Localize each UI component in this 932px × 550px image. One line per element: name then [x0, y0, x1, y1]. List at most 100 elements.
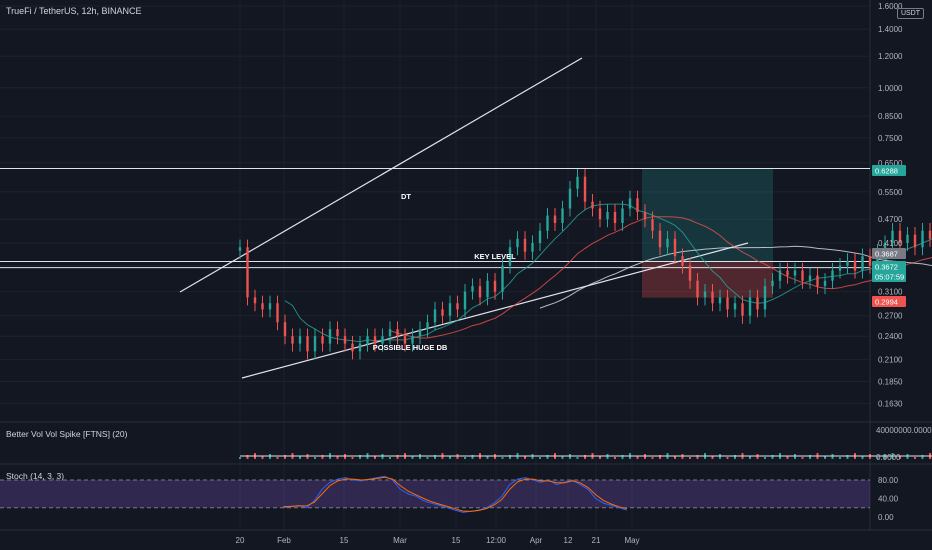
price-label-bg-3	[872, 271, 906, 282]
candle-body-17	[366, 336, 369, 344]
volume-bar-63	[711, 456, 714, 459]
price-label-bg-2	[872, 261, 906, 272]
candle-body-87	[891, 230, 894, 243]
volume-bar-13	[336, 456, 339, 459]
horizontal-levels[interactable]	[0, 168, 870, 269]
ma-line-8	[284, 203, 932, 343]
candle-body-50	[613, 211, 617, 223]
candle-body-78	[823, 280, 827, 287]
candle-body-70	[763, 286, 767, 310]
candle-body-62	[703, 291, 707, 298]
volume-pane	[239, 453, 932, 459]
y-tick-13: 0.2400	[878, 332, 903, 341]
volume-bar-68	[749, 456, 751, 459]
stop-loss-zone[interactable]	[642, 261, 773, 298]
lower-trendline	[241, 242, 749, 379]
ma-line-20	[389, 216, 932, 339]
volume-bar-61	[696, 455, 699, 459]
volume-bar-11	[321, 455, 324, 459]
volume-bar-3	[261, 456, 264, 459]
candle-body-21	[396, 329, 399, 337]
volume-bar-65	[726, 457, 729, 459]
y-tick-16: 0.1630	[878, 400, 903, 409]
candle-body-43	[561, 208, 564, 223]
volume-bar-30	[464, 457, 466, 459]
candle-body-49	[606, 211, 609, 220]
price-label-4: 0.2994	[875, 298, 898, 307]
y-tick-14: 0.2100	[878, 355, 903, 364]
candle-body-54	[643, 211, 647, 220]
candle-body-25	[426, 322, 429, 330]
candle-body-82	[853, 260, 857, 271]
candle-body-48	[598, 208, 602, 220]
volume-bar-41	[546, 455, 549, 459]
volume-bar-75	[801, 457, 804, 459]
candle-body-58	[673, 238, 677, 257]
candle-body-34	[493, 280, 497, 292]
candle-body-3	[261, 303, 264, 310]
currency-badge[interactable]: USDT	[896, 8, 924, 19]
volume-bar-1	[246, 455, 249, 459]
volume-bar-45	[576, 457, 579, 459]
volume-bar-83	[861, 456, 864, 459]
stoch-indicator-label[interactable]: Stoch (14, 3, 3)	[6, 471, 65, 481]
y-tick-11: 0.3100	[878, 288, 903, 297]
volume-bar-6	[284, 455, 286, 459]
candle-body-31	[471, 286, 474, 292]
stoch-y-tick-2: 0.00	[878, 513, 894, 522]
volume-bar-0	[239, 457, 241, 459]
candle-body-84	[868, 256, 872, 266]
vol-y-tick-0: 40000000.0000	[876, 426, 932, 435]
x-tick-0: 20	[236, 536, 245, 545]
grid-lines	[0, 0, 932, 531]
candle-body-22	[403, 336, 407, 344]
time-axis[interactable]: 20 Feb 15 Mar 15 12:00 Apr 12 21 May	[236, 536, 640, 545]
volume-indicator-label[interactable]: Better Vol Vol Spike [FTNS] (20)	[6, 429, 128, 439]
volume-bar-50	[614, 457, 616, 459]
candle-body-39	[531, 242, 534, 252]
candle-body-91	[921, 230, 924, 248]
price-label-bg-1	[872, 248, 906, 259]
volume-bar-38	[524, 456, 526, 459]
candle-body-35	[501, 265, 504, 292]
candle-body-4	[268, 303, 272, 310]
y-tick-3: 1.0000	[878, 84, 903, 93]
candles	[238, 169, 932, 360]
candle-body-40	[538, 230, 542, 243]
y-tick-6: 0.6500	[878, 159, 903, 168]
volume-bar-15	[351, 457, 354, 459]
candle-body-80	[838, 265, 842, 271]
candle-body-76	[808, 275, 812, 281]
volume-bar-33	[486, 456, 489, 459]
stoch-band	[0, 480, 870, 508]
candle-body-51	[621, 208, 624, 223]
candle-body-72	[778, 270, 782, 281]
y-tick-9: 0.4100	[878, 239, 903, 248]
stoch-pane	[0, 475, 870, 513]
candle-body-13	[336, 329, 339, 337]
candle-body-26	[433, 309, 437, 323]
candle-body-64	[718, 297, 722, 304]
volume-bar-66	[734, 455, 736, 459]
candle-body-37	[516, 238, 519, 248]
volume-bar-28	[449, 456, 451, 459]
take-profit-zone[interactable]	[642, 168, 773, 262]
volume-bar-35	[501, 457, 504, 459]
candle-body-83	[861, 256, 864, 271]
candle-body-6	[283, 322, 287, 337]
candle-body-46	[583, 176, 587, 202]
volume-bar-20	[389, 457, 391, 459]
x-tick-2: 15	[340, 536, 349, 545]
price-label-0: 0.6288	[875, 167, 898, 176]
volume-bar-91	[921, 455, 924, 459]
y-tick-2: 1.2000	[878, 52, 903, 61]
annotations: DT KEY LEVEL POSSIBLE HUGE DB	[373, 192, 516, 352]
volume-bar-51	[621, 455, 624, 459]
candle-body-7	[291, 336, 294, 344]
candle-body-53	[636, 198, 639, 212]
volume-bar-5	[276, 457, 279, 459]
stoch-y-tick-1: 40.00	[878, 495, 899, 504]
annotation-1: KEY LEVEL	[474, 252, 516, 261]
volume-bar-23	[411, 456, 414, 459]
